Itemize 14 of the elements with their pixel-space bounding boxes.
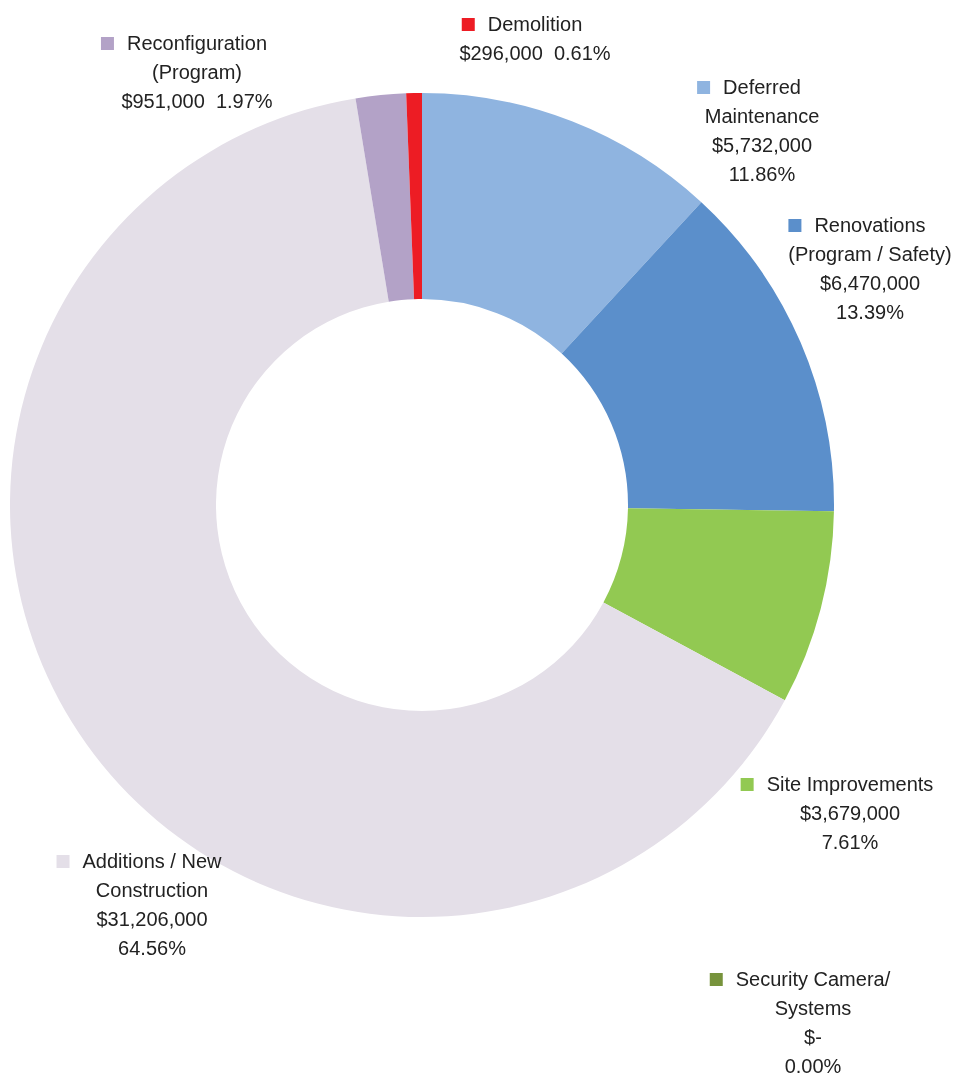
legend-label: Renovations (Program / Safety) <box>788 213 952 265</box>
data-label: $6,470,000 13.39% <box>819 271 921 323</box>
legend-label: Reconfiguration (Program) <box>126 31 268 83</box>
data-label: $5,732,000 11.86% <box>711 133 813 185</box>
legend-label: Additions / New Construction <box>82 849 223 901</box>
text: $- 0.00% <box>784 1025 842 1077</box>
data-label: $951,000 1.97% <box>121 89 273 112</box>
legend-label: Deferred Maintenance <box>704 75 820 127</box>
legend-label: Security Camera/ Systems <box>735 967 891 1019</box>
legend-label: Site Improvements <box>766 772 934 795</box>
data-label: $3,679,000 7.61% <box>799 801 901 853</box>
legend-label: Demolition <box>487 12 583 35</box>
data-label: $31,206,000 64.56% <box>96 907 208 959</box>
data-label: $296,000 0.61% <box>459 41 611 64</box>
